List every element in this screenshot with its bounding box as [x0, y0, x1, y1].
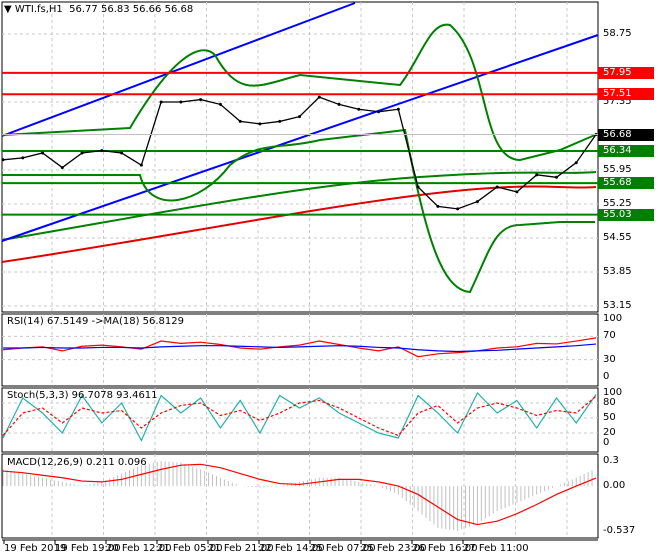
trend-channel-lower: [1, 34, 599, 242]
rsi-tick: 70: [603, 330, 616, 342]
moving-average-mid: [1, 171, 597, 241]
macd-tick: 0.00: [603, 480, 626, 492]
price-point: [238, 119, 242, 123]
bollinger-upper: [1, 23, 596, 162]
price-point: [218, 102, 222, 106]
macd-tick: 0.3: [603, 455, 619, 466]
time-tick-label: 19 Feb 2019: [4, 543, 67, 554]
panel-frame-2: [1, 387, 599, 453]
price-point: [139, 163, 143, 167]
stoch-tick: 50: [603, 412, 616, 423]
stoch-title: Stoch(5,3,3) 96.7078 93.4611: [7, 390, 158, 401]
price-point: [337, 102, 341, 106]
price-point: [60, 166, 64, 170]
price-point: [278, 119, 282, 123]
bollinger-lower: [2, 128, 595, 294]
price-point: [554, 175, 558, 179]
price-point: [80, 151, 84, 155]
price-point: [535, 173, 539, 177]
price-point: [159, 100, 163, 104]
price-point: [199, 98, 203, 102]
current-price-tag: 56.68: [598, 128, 654, 141]
price-point: [120, 151, 124, 155]
price-point: [495, 185, 499, 189]
price-point: [317, 95, 321, 99]
ohlc-values: 56.77 56.83 56.66 56.68: [69, 4, 194, 15]
time-tick-label: 20 Feb 12:00: [106, 543, 172, 554]
price-point: [21, 156, 25, 160]
price-point: [1, 158, 5, 162]
dropdown-triangle-icon[interactable]: ▼: [4, 4, 15, 15]
price-tick: 55.25: [603, 197, 632, 209]
level-tag: 57.51: [598, 88, 654, 101]
price-tick: 55.95: [603, 163, 632, 175]
time-tick-label: 22 Feb 14:00: [259, 543, 325, 554]
time-tick-label: 25 Feb 07:00: [310, 543, 376, 554]
rsi-title: RSI(14) 67.5149 ->MA(18) 56.8129: [7, 316, 184, 327]
price-point: [357, 107, 361, 111]
level-tag: 55.68: [598, 177, 654, 190]
stoch-line-0: [2, 391, 597, 442]
time-tick-label: 27 Feb 11:00: [463, 543, 529, 554]
price-point: [396, 107, 400, 111]
price-point: [179, 100, 183, 104]
panel-frame-3: [1, 453, 599, 539]
price-point: [298, 115, 301, 119]
price-tick: 53.85: [603, 265, 632, 277]
moving-average-slow: [1, 185, 597, 263]
price-line: [2, 96, 597, 210]
rsi-tick: 0: [603, 371, 610, 382]
level-tag: 57.95: [598, 66, 654, 79]
time-tick-label: 19 Feb 19:00: [55, 543, 121, 554]
stoch-tick: 80: [603, 397, 616, 408]
stoch-tick: 0: [603, 437, 610, 448]
price-tick: 57.35: [603, 95, 632, 107]
rsi-line-1: [3, 343, 597, 353]
price-point: [100, 149, 104, 153]
price-point: [574, 161, 578, 165]
macd-tick: -0.537: [603, 525, 636, 536]
price-point: [377, 110, 381, 114]
time-tick-label: 21 Feb 05:00: [157, 543, 223, 554]
symbol-title: ▼ WTI.fs,H1 56.77 56.83 56.66 56.68: [4, 4, 193, 15]
stoch-tick: 100: [603, 387, 623, 398]
stoch-line-1: [2, 395, 597, 437]
price-tick: 54.55: [603, 231, 632, 243]
price-tick: 53.15: [603, 299, 632, 311]
panel-frame-1: [1, 313, 599, 387]
price-point: [416, 185, 420, 189]
trend-channel-upper: [1, 2, 356, 137]
time-tick-label: 26 Feb 16:00: [412, 543, 478, 554]
price-point: [436, 204, 440, 208]
price-point: [41, 151, 45, 155]
stoch-tick: 20: [603, 427, 616, 438]
price-tick: 58.75: [603, 28, 632, 39]
price-point: [475, 200, 479, 204]
macd-title: MACD(12,26,9) 0.211 0.096: [7, 457, 147, 468]
price-point: [456, 207, 460, 211]
level-tag: 56.34: [598, 145, 654, 158]
rsi-tick: 100: [603, 313, 623, 324]
rsi-tick: 30: [603, 353, 616, 365]
time-tick-label: 25 Feb 23:00: [361, 543, 427, 554]
time-tick-label: 21 Feb 21:00: [208, 543, 274, 554]
macd-signal-line: [2, 463, 597, 526]
level-tag: 55.03: [598, 208, 654, 221]
symbol: WTI.fs,H1: [14, 4, 63, 15]
rsi-line-0: [2, 337, 597, 358]
price-point: [515, 190, 519, 194]
price-point: [258, 122, 262, 126]
